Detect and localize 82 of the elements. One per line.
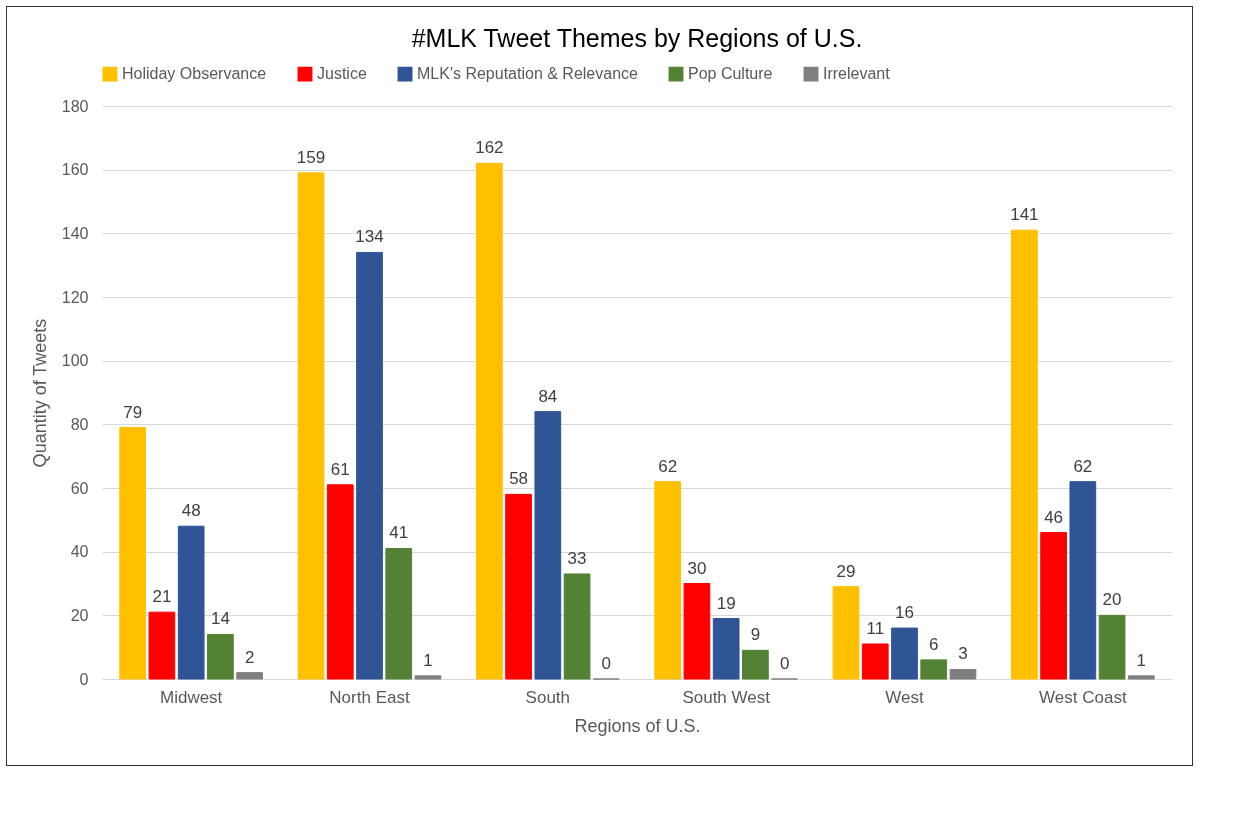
bar xyxy=(1011,229,1038,680)
data-label: 46 xyxy=(1044,507,1064,527)
x-tick-label: South xyxy=(525,687,571,707)
bar xyxy=(476,162,503,680)
data-label: 33 xyxy=(567,548,587,568)
data-label: 3 xyxy=(958,644,968,664)
x-tick-label: West xyxy=(885,687,924,707)
data-label: 9 xyxy=(750,625,761,645)
bar xyxy=(236,672,263,680)
bar xyxy=(742,649,769,680)
bar xyxy=(414,675,442,680)
y-tick-label: 100 xyxy=(61,352,89,370)
bar xyxy=(148,611,176,680)
data-label: 134 xyxy=(355,227,384,247)
bar xyxy=(1069,481,1097,680)
bar xyxy=(683,583,711,680)
bar xyxy=(1127,675,1155,680)
bar xyxy=(326,484,354,680)
legend-label: MLK's Reputation & Relevance xyxy=(417,65,639,83)
data-label: 2 xyxy=(244,647,255,667)
data-label: 1 xyxy=(1136,650,1147,670)
data-label: 14 xyxy=(210,609,230,629)
bar xyxy=(119,427,147,680)
data-label: 30 xyxy=(687,558,707,578)
bar xyxy=(949,668,977,680)
bar xyxy=(1040,532,1067,680)
y-tick-label: 140 xyxy=(61,224,89,242)
bar xyxy=(534,411,562,680)
data-label: 79 xyxy=(123,402,143,422)
y-tick-label: 60 xyxy=(70,479,89,497)
data-label: 29 xyxy=(836,561,856,581)
data-label: 0 xyxy=(779,654,790,673)
bar xyxy=(712,618,740,680)
bar xyxy=(207,633,234,680)
data-label: 84 xyxy=(538,386,558,406)
data-label: 159 xyxy=(296,147,326,167)
legend-label: Irrelevant xyxy=(823,65,891,83)
bar xyxy=(297,172,325,680)
chart-title: #MLK Tweet Themes by Regions of U.S. xyxy=(411,24,863,52)
y-tick-label: 40 xyxy=(70,543,89,561)
data-label: 16 xyxy=(895,603,914,623)
data-label: 48 xyxy=(181,501,201,521)
bar xyxy=(177,525,205,680)
legend-label: Pop Culture xyxy=(688,65,773,83)
bar xyxy=(505,493,532,680)
bar xyxy=(563,573,591,680)
data-label: 41 xyxy=(389,523,409,543)
bar xyxy=(1098,614,1126,680)
data-label: 58 xyxy=(509,469,529,489)
y-tick-label: 180 xyxy=(61,97,89,115)
data-label: 21 xyxy=(152,587,172,607)
data-label: 1 xyxy=(423,650,433,670)
y-tick-label: 20 xyxy=(70,606,89,624)
y-tick-label: 120 xyxy=(61,288,89,306)
y-tick-label: 160 xyxy=(61,161,89,179)
y-axis-title: Quantity of Tweets xyxy=(29,318,50,468)
bar xyxy=(920,659,948,680)
data-label: 61 xyxy=(330,459,350,479)
data-label: 162 xyxy=(475,138,504,158)
legend-label: Holiday Observance xyxy=(122,65,267,83)
y-tick-label: 0 xyxy=(79,670,89,688)
x-tick-label: North East xyxy=(329,687,410,707)
data-label: 0 xyxy=(601,654,612,673)
x-tick-label: West Coast xyxy=(1039,687,1127,707)
x-axis-title: Regions of U.S. xyxy=(574,715,701,736)
x-tick-label: South West xyxy=(682,687,771,707)
data-label: 62 xyxy=(658,456,678,476)
data-label: 6 xyxy=(929,634,939,654)
bar xyxy=(891,627,918,680)
y-tick-label: 80 xyxy=(70,415,89,433)
bar xyxy=(356,251,383,680)
data-label: 19 xyxy=(716,593,736,613)
data-label: 62 xyxy=(1073,456,1093,476)
data-label: 141 xyxy=(1010,205,1039,225)
data-label: 20 xyxy=(1102,590,1122,610)
bar xyxy=(654,481,682,680)
bar xyxy=(832,586,860,680)
bar xyxy=(385,547,413,680)
x-tick-label: Midwest xyxy=(159,687,223,707)
legend-label: Justice xyxy=(317,65,367,83)
bar xyxy=(861,643,889,680)
data-label: 11 xyxy=(866,618,885,638)
